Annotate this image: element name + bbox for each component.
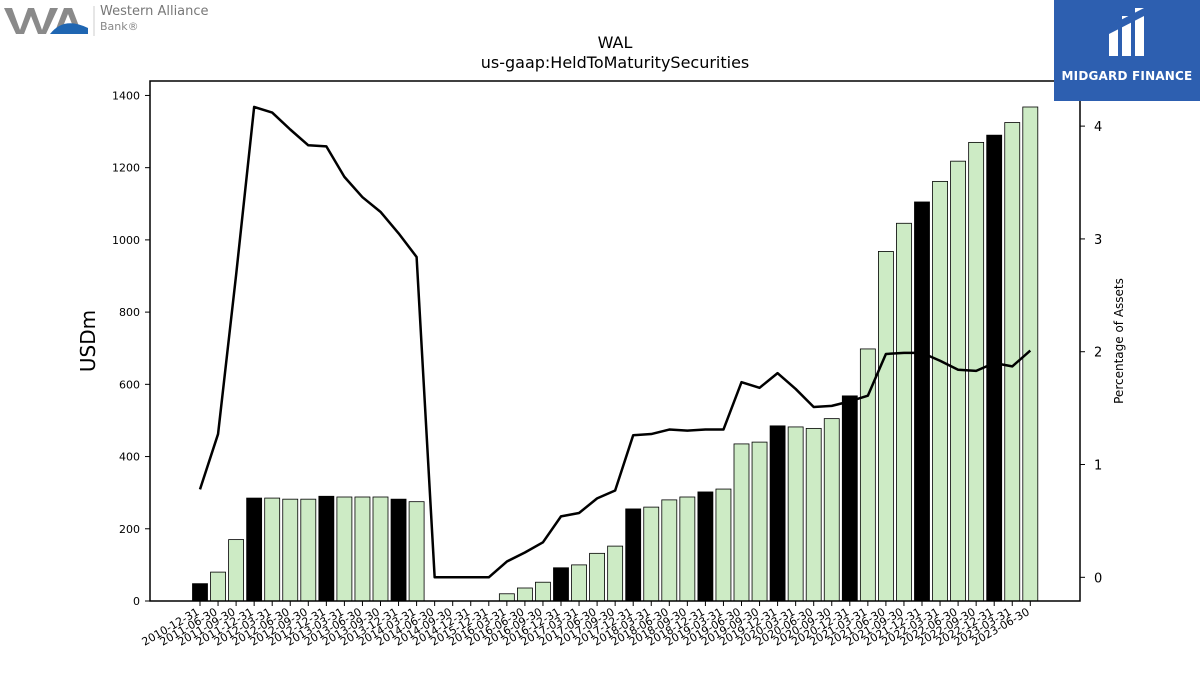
bar-2013-03-31 — [336, 496, 353, 602]
bar-2019-09-30 — [751, 441, 768, 602]
bar-2020-03-31 — [787, 426, 804, 602]
western-alliance-logo: Western Alliance Bank® — [4, 4, 224, 38]
bar-2019-12-31 — [769, 425, 786, 602]
chart-title: WAL — [598, 33, 633, 52]
bar-2021-09-30 — [896, 222, 912, 602]
bar-2020-06-30 — [805, 427, 822, 602]
bar-2016-12-31 — [553, 567, 569, 602]
bar-2016-06-30 — [517, 587, 533, 602]
bar-2011-09-30 — [228, 539, 245, 602]
y2-axis-label: Percentage of Assets — [1112, 278, 1126, 404]
bar-2020-09-30 — [823, 418, 840, 602]
y2-tick-label: 2 — [1094, 346, 1102, 361]
chart-subtitle: us-gaap:HeldToMaturitySecurities — [481, 53, 750, 72]
y-axis-label: USDm — [76, 310, 100, 372]
bar-2020-12-31 — [841, 395, 858, 602]
y-axis-right: 0 1 2 3 4 — [1080, 120, 1102, 586]
bar-2021-12-31 — [914, 201, 930, 602]
bar-2012-12-31 — [318, 495, 335, 602]
y2-tick-label: 4 — [1094, 120, 1102, 135]
bar-2018-09-30 — [679, 496, 696, 602]
bar-2021-03-31 — [859, 348, 876, 602]
bar-2016-03-31 — [498, 593, 515, 602]
bar-2013-06-30 — [354, 496, 371, 602]
bar-2012-03-31 — [264, 497, 281, 602]
bar-2012-06-30 — [282, 498, 299, 602]
bar-2019-06-30 — [733, 443, 750, 602]
bar-2017-06-30 — [589, 552, 605, 602]
bar-2022-06-30 — [950, 160, 966, 602]
bar-2014-03-31 — [408, 501, 425, 602]
y-tick-label: 800 — [119, 306, 140, 319]
bars — [192, 106, 1039, 602]
wa-logo-bank: Bank® — [100, 20, 139, 33]
y-tick-label: 400 — [119, 451, 140, 464]
percentage-line — [198, 105, 1032, 579]
bar-2017-09-30 — [607, 545, 624, 602]
midgard-logo-icon — [1109, 8, 1144, 56]
bar-2018-06-30 — [661, 499, 678, 602]
bar-2012-09-30 — [300, 498, 317, 602]
bar-2018-12-31 — [697, 491, 714, 602]
y-tick-label: 1400 — [112, 89, 140, 102]
y-tick-label: 600 — [119, 378, 140, 391]
midgard-finance-logo: MIDGARD FINANCE — [1054, 0, 1200, 101]
y-tick-label: 200 — [119, 523, 140, 536]
midgard-logo-text: MIDGARD FINANCE — [1061, 69, 1193, 83]
bar-2010-12-31 — [192, 583, 208, 602]
bar-2013-09-30 — [372, 496, 389, 602]
bar-2019-03-31 — [715, 488, 732, 602]
wa-logo-name: Western Alliance — [100, 4, 209, 19]
bar-2022-03-31 — [932, 180, 948, 602]
bar-2021-06-30 — [878, 251, 894, 602]
y-tick-label: 1000 — [112, 234, 140, 247]
y-tick-label: 0 — [133, 595, 140, 608]
y2-tick-label: 0 — [1094, 571, 1102, 586]
bar-2022-12-31 — [986, 134, 1003, 602]
bar-2018-03-31 — [643, 506, 660, 602]
bar-2017-03-31 — [571, 564, 587, 602]
y-axis-left: 0 200 400 600 800 1000 1200 1400 — [112, 89, 150, 608]
bar-2013-12-31 — [390, 498, 407, 602]
y2-tick-label: 1 — [1094, 459, 1102, 474]
percentage-series-line — [198, 105, 1032, 579]
bar-2011-06-30 — [210, 571, 226, 602]
bar-2011-12-31 — [246, 497, 263, 602]
bar-2016-09-30 — [535, 581, 551, 602]
y-tick-label: 1200 — [112, 162, 140, 175]
wa-logo-icon — [4, 6, 95, 36]
x-axis: 2010-12-312011-06-302011-09-302011-12-31… — [140, 601, 1032, 649]
bar-2017-12-31 — [625, 508, 642, 602]
y2-tick-label: 3 — [1094, 233, 1102, 248]
